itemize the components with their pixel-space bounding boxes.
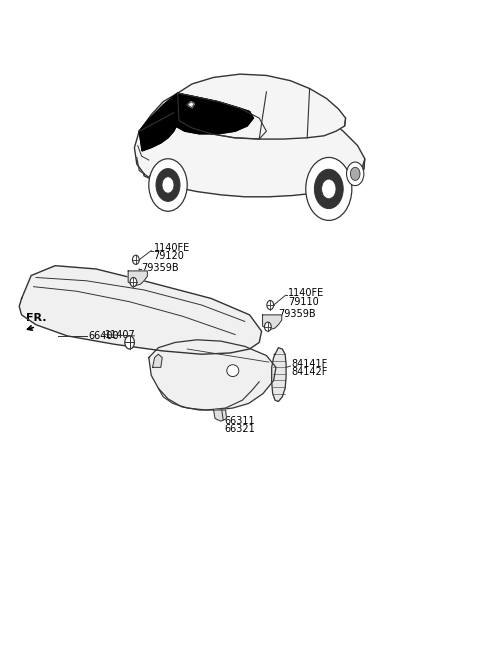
Text: 84141F: 84141F [292, 359, 328, 369]
Circle shape [267, 300, 274, 310]
Polygon shape [272, 348, 286, 401]
Ellipse shape [227, 365, 239, 377]
Text: FR.: FR. [26, 313, 47, 323]
Circle shape [130, 277, 137, 287]
Circle shape [347, 162, 364, 186]
Polygon shape [263, 315, 282, 330]
Polygon shape [19, 266, 262, 354]
Text: 66400: 66400 [89, 331, 120, 341]
Polygon shape [214, 410, 227, 421]
Polygon shape [153, 354, 162, 367]
Circle shape [162, 177, 174, 193]
Polygon shape [128, 271, 147, 286]
Text: 66321: 66321 [225, 424, 255, 434]
Circle shape [264, 322, 271, 331]
Circle shape [322, 179, 336, 199]
Text: 84142F: 84142F [292, 367, 328, 377]
Polygon shape [174, 74, 346, 139]
Text: 1140FE: 1140FE [288, 288, 324, 298]
Text: 1140FE: 1140FE [154, 243, 190, 253]
Circle shape [350, 167, 360, 180]
Circle shape [156, 169, 180, 201]
Text: 66311: 66311 [225, 416, 255, 426]
Text: 11407: 11407 [105, 329, 135, 340]
Text: 79110: 79110 [288, 297, 319, 307]
Text: 79359B: 79359B [278, 308, 316, 319]
Polygon shape [134, 84, 365, 197]
Circle shape [314, 169, 343, 209]
Polygon shape [187, 102, 194, 108]
Text: 79359B: 79359B [142, 262, 179, 273]
Polygon shape [139, 93, 179, 151]
Circle shape [125, 336, 134, 349]
Circle shape [132, 255, 139, 264]
Circle shape [149, 159, 187, 211]
Polygon shape [173, 93, 253, 134]
Circle shape [306, 157, 352, 220]
Polygon shape [149, 340, 276, 410]
Text: 79120: 79120 [154, 251, 184, 262]
